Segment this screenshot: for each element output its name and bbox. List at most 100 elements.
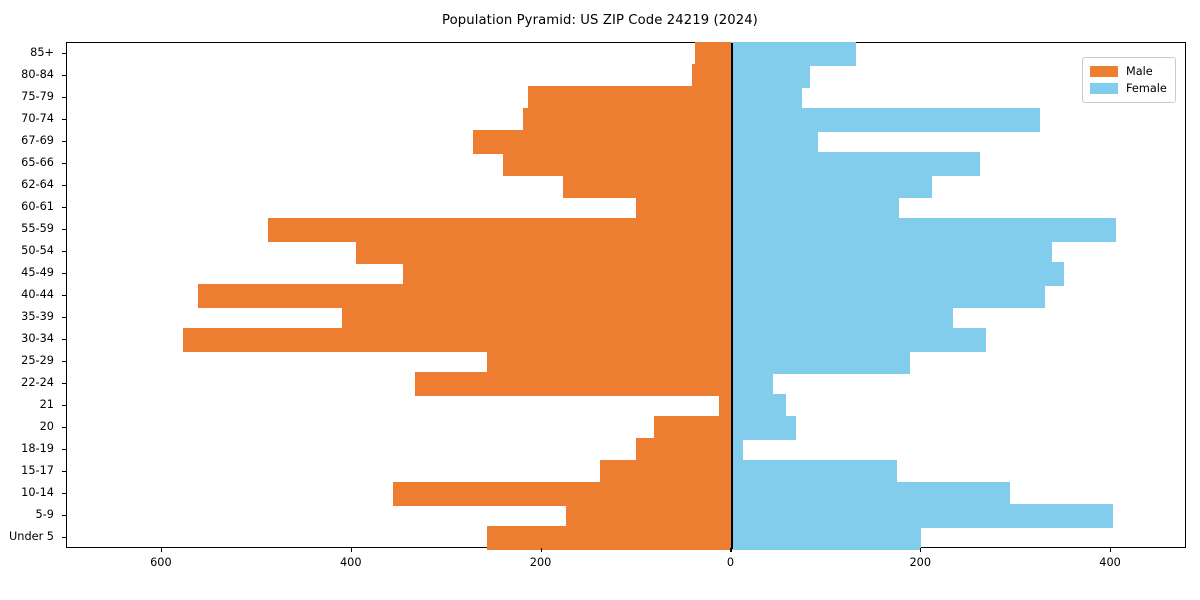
- bar-male: [486, 526, 732, 550]
- bar-male: [473, 130, 732, 154]
- bar-female: [731, 218, 1116, 242]
- y-axis-tick-mark: [62, 471, 66, 473]
- x-axis-tick-mark: [1110, 548, 1112, 552]
- bar-row: [67, 174, 1187, 198]
- bar-male: [653, 416, 732, 440]
- bar-female: [731, 438, 743, 462]
- bar-male: [566, 504, 732, 528]
- y-axis-tick-label: 70-74: [21, 112, 54, 125]
- legend-label: Male: [1126, 65, 1153, 78]
- zero-axis-line: [731, 43, 733, 549]
- y-axis-tick-mark: [62, 229, 66, 231]
- y-axis-tick-mark: [62, 97, 66, 99]
- y-axis-tick-labels: 85+ 80-84 75-79 70-74 67-69 65-66 62-64 60-61 55…: [0, 42, 66, 548]
- bar-male: [415, 372, 732, 396]
- x-axis-tick-mark: [730, 548, 732, 552]
- y-axis-tick-label: 18-19: [21, 442, 54, 455]
- bar-row: [67, 152, 1187, 176]
- y-axis-tick-mark: [62, 339, 66, 341]
- bar-female: [731, 526, 922, 550]
- y-axis-tick-label: 20: [39, 420, 54, 433]
- bar-row: [67, 64, 1187, 88]
- bar-male: [182, 328, 732, 352]
- bar-female: [731, 42, 856, 66]
- x-axis-tick-labels: 600 400 200 0 200 400: [0, 548, 1200, 588]
- y-axis-tick-label: 15-17: [21, 464, 54, 477]
- bar-row: [67, 350, 1187, 374]
- bar-female: [731, 130, 818, 154]
- bar-female: [731, 460, 897, 484]
- x-axis-tick-mark: [540, 548, 542, 552]
- bar-female: [731, 174, 932, 198]
- y-axis-tick-label: 25-29: [21, 354, 54, 367]
- y-axis-tick-mark: [62, 537, 66, 539]
- bar-female: [731, 416, 796, 440]
- y-axis-tick-mark: [62, 273, 66, 275]
- bar-male: [403, 262, 732, 286]
- bar-male: [695, 42, 732, 66]
- bar-male: [719, 394, 732, 418]
- chart-title: Population Pyramid: US ZIP Code 24219 (2…: [442, 13, 758, 28]
- bar-female: [731, 394, 787, 418]
- bar-row: [67, 438, 1187, 462]
- y-axis-tick-label: 5-9: [35, 508, 54, 521]
- legend-label: Female: [1126, 82, 1167, 95]
- x-axis-tick-label: 200: [909, 556, 932, 569]
- x-axis-tick-label: 200: [529, 556, 552, 569]
- y-axis-tick-mark: [62, 493, 66, 495]
- y-axis-tick-label: 22-24: [21, 376, 54, 389]
- bar-row: [67, 262, 1187, 286]
- y-axis-tick-label: 65-66: [21, 156, 54, 169]
- chart-legend: Male Female: [1082, 57, 1176, 103]
- x-axis-tick-label: 400: [1099, 556, 1121, 569]
- y-axis-tick-mark: [62, 383, 66, 385]
- bar-row: [67, 108, 1187, 132]
- bar-row: [67, 372, 1187, 396]
- y-axis-tick-label: 40-44: [21, 288, 54, 301]
- bar-female: [731, 86, 802, 110]
- y-axis-tick-mark: [62, 163, 66, 165]
- bar-male: [486, 350, 732, 374]
- bar-male: [563, 174, 732, 198]
- y-axis-tick-label: 80-84: [21, 68, 54, 81]
- y-axis-tick-label: 60-61: [21, 200, 54, 213]
- bar-female: [731, 262, 1064, 286]
- bar-male: [356, 240, 732, 264]
- y-axis-tick-mark: [62, 317, 66, 319]
- y-axis-tick-label: 75-79: [21, 90, 54, 103]
- plot-area: [66, 42, 1187, 550]
- x-axis-tick-mark: [160, 548, 162, 552]
- bar-row: [67, 240, 1187, 264]
- x-axis-tick-label: 600: [150, 556, 172, 569]
- y-axis-tick-mark: [62, 119, 66, 121]
- bar-male: [635, 438, 732, 462]
- y-axis-tick-mark: [62, 141, 66, 143]
- bar-row: [67, 416, 1187, 440]
- y-axis-tick-mark: [62, 405, 66, 407]
- bar-male: [600, 460, 732, 484]
- bar-female: [731, 350, 910, 374]
- y-axis-tick-label: Under 5: [9, 530, 54, 543]
- y-axis-tick-mark: [62, 207, 66, 209]
- bar-row: [67, 42, 1187, 66]
- bar-female: [731, 306, 953, 330]
- y-axis-tick-label: 35-39: [21, 310, 54, 323]
- y-axis-tick-mark: [62, 185, 66, 187]
- bar-row: [67, 394, 1187, 418]
- bar-male: [197, 284, 732, 308]
- bar-row: [67, 130, 1187, 154]
- y-axis-tick-label: 55-59: [21, 222, 54, 235]
- y-axis-tick-mark: [62, 75, 66, 77]
- y-axis-tick-label: 50-54: [21, 244, 54, 257]
- bar-row: [67, 86, 1187, 110]
- bar-male: [392, 482, 732, 506]
- x-axis-tick-mark: [350, 548, 352, 552]
- y-axis-tick-label: 30-34: [21, 332, 54, 345]
- bar-male: [528, 86, 732, 110]
- bar-female: [731, 372, 774, 396]
- bar-female: [731, 482, 1011, 506]
- legend-entry: Male: [1090, 63, 1167, 80]
- y-axis-tick-label: 21: [39, 398, 54, 411]
- bar-female: [731, 504, 1113, 528]
- x-axis-tick-mark: [920, 548, 922, 552]
